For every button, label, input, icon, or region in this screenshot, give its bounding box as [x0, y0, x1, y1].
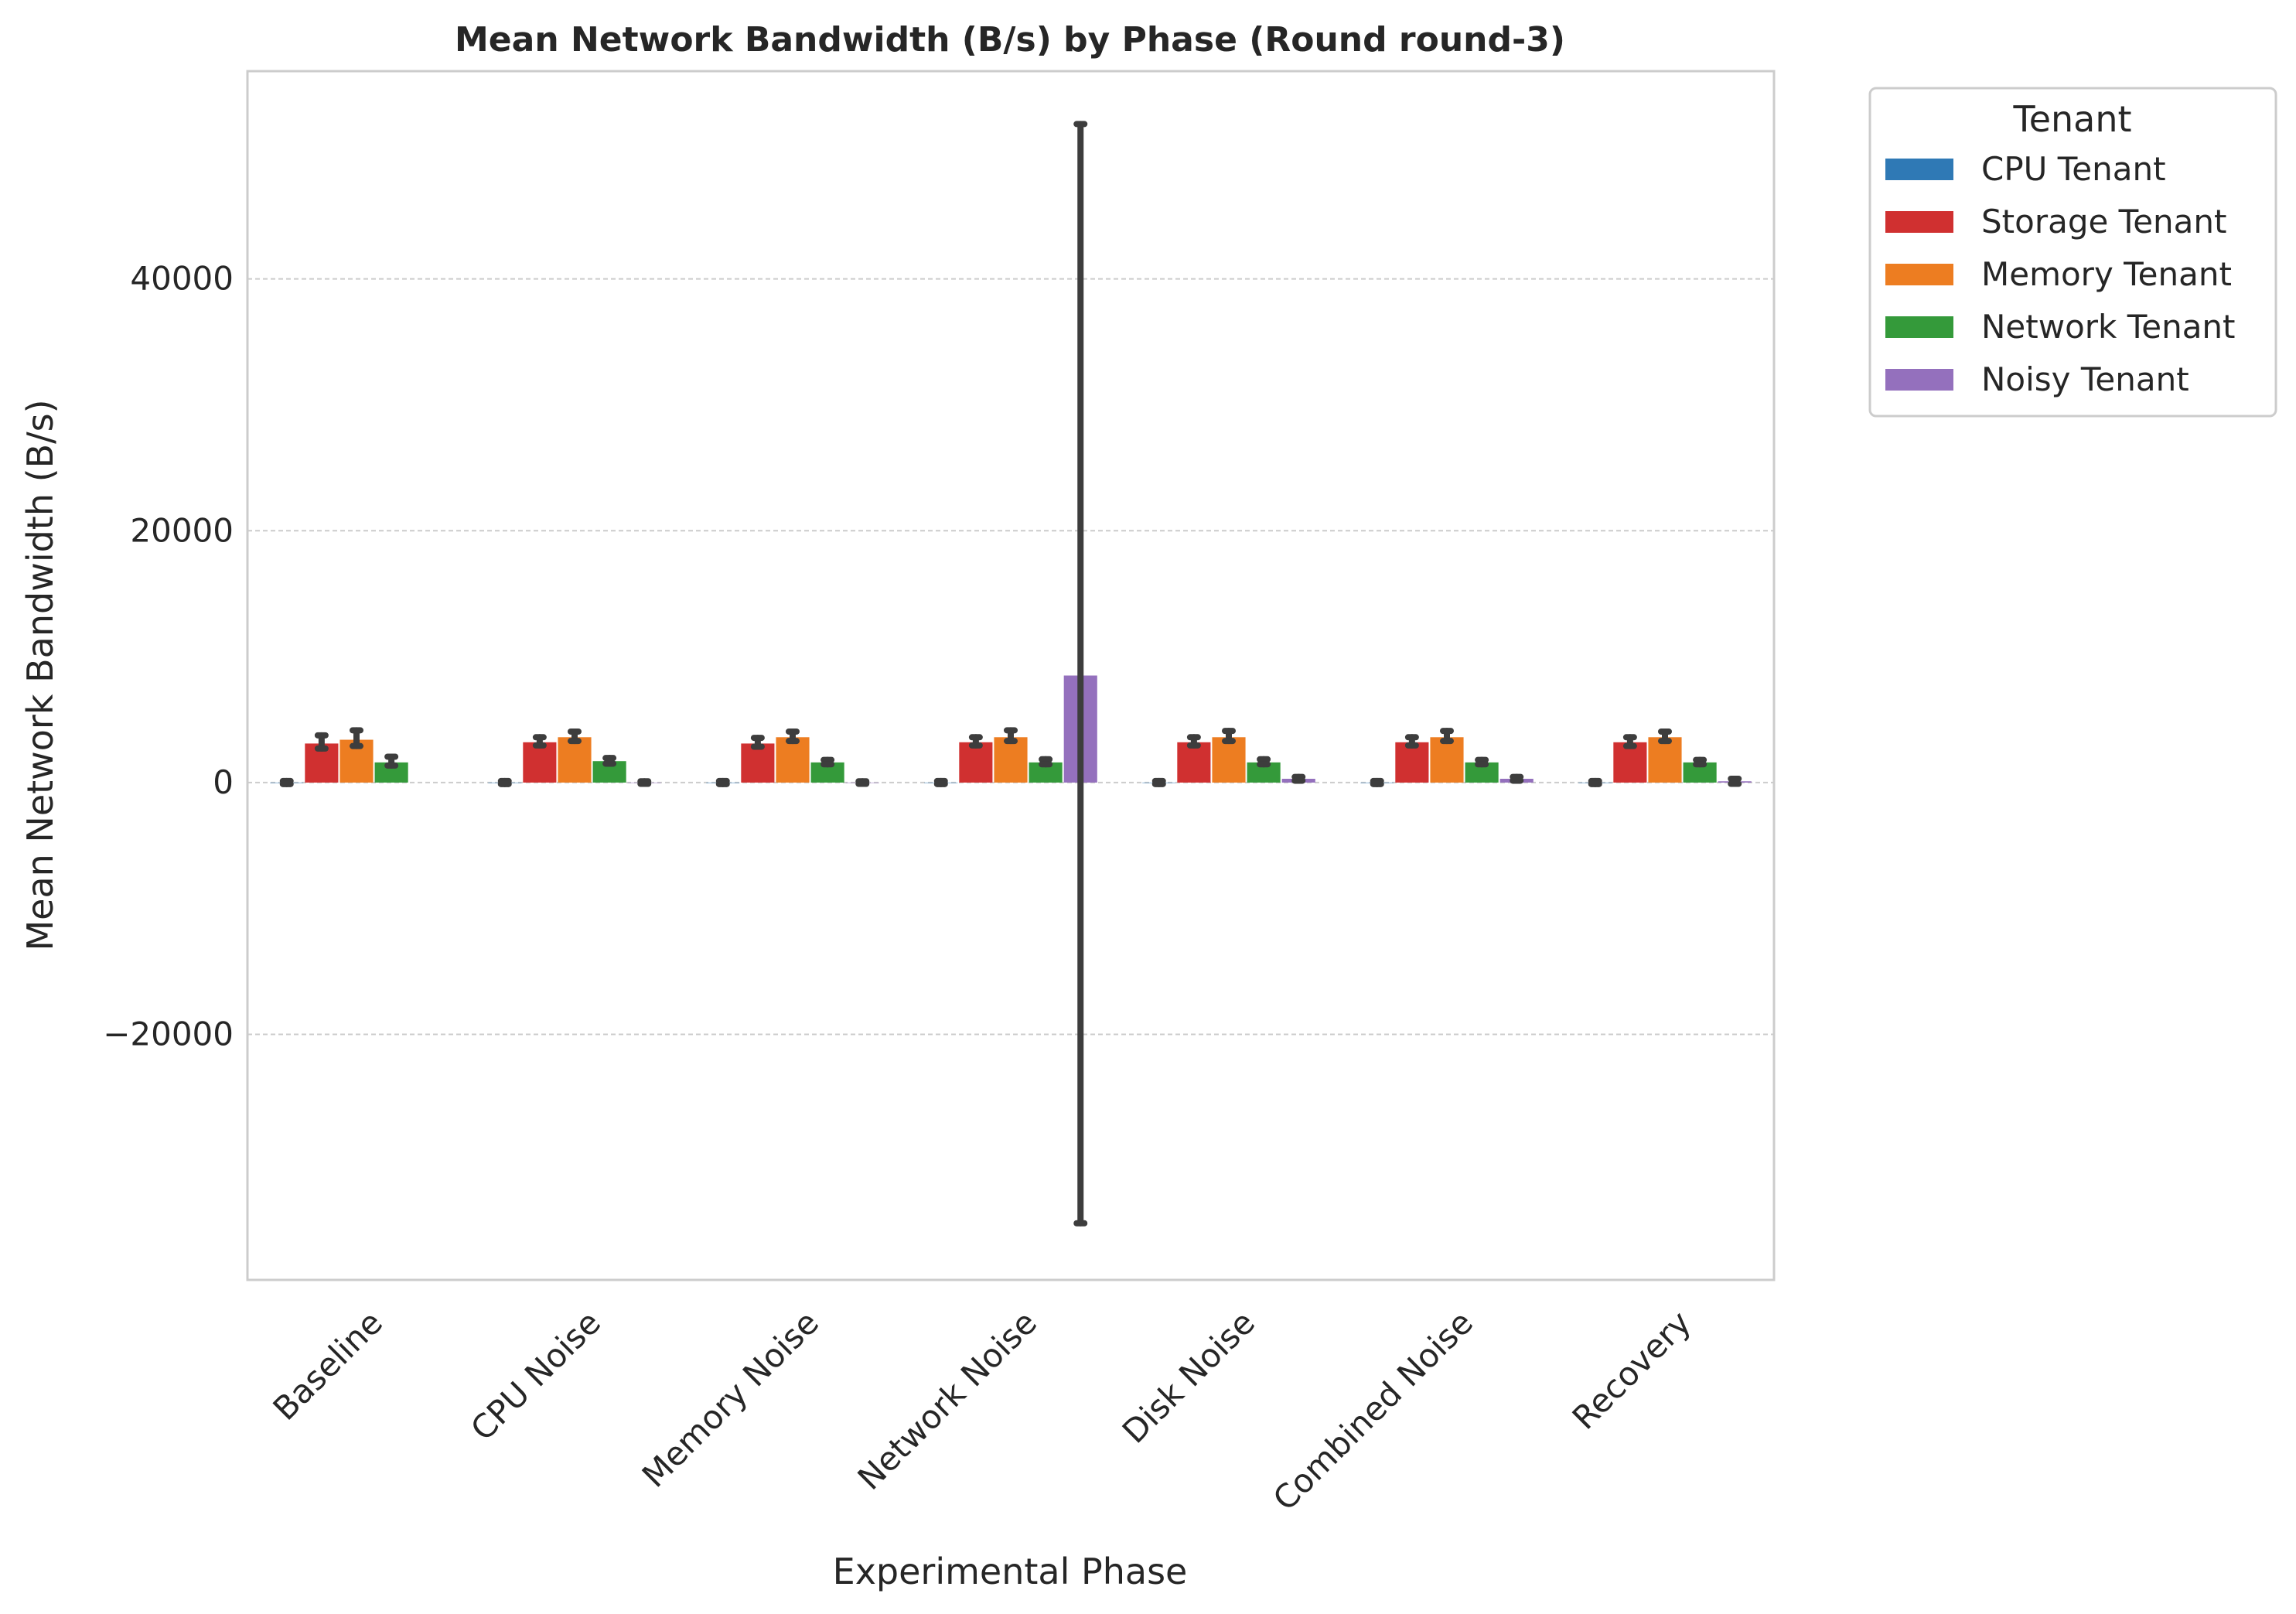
x-tick-label: CPU Noise	[463, 1303, 608, 1448]
bar-1-1	[523, 742, 557, 783]
bar-1-4	[1177, 742, 1211, 783]
bar-1-2	[741, 743, 775, 783]
chart-title: Mean Network Bandwidth (B/s) by Phase (R…	[455, 20, 1565, 60]
legend-items: CPU Tenant Storage Tenant Memory Tenant Net…	[1885, 150, 2236, 398]
x-tick-labels: Baseline CPU Noise Memory Noise Network Noi…	[266, 1303, 1699, 1517]
x-tick-label: Network Noise	[851, 1303, 1044, 1496]
legend-swatch	[1885, 369, 1953, 391]
bar-2-3	[994, 737, 1028, 783]
x-tick-label: Recovery	[1565, 1303, 1698, 1436]
y-tick-label: 20000	[130, 511, 234, 549]
legend-label: Noisy Tenant	[1981, 360, 2189, 398]
legend-swatch	[1885, 211, 1953, 233]
legend-swatch	[1885, 159, 1953, 180]
y-tick-label: 40000	[130, 260, 234, 298]
legend-label: Network Tenant	[1981, 308, 2236, 346]
bar-1-3	[959, 742, 993, 783]
legend-box	[1868, 87, 2277, 418]
x-tick-label: Baseline	[266, 1303, 391, 1428]
legend: Tenant CPU Tenant Storage Tenant Memory Te…	[1868, 87, 2277, 418]
x-tick-label: Memory Noise	[635, 1303, 826, 1494]
bar-2-5	[1430, 737, 1464, 783]
y-tick-label: 0	[213, 763, 234, 801]
bar-2-6	[1648, 737, 1682, 783]
bar-1-5	[1395, 742, 1429, 783]
legend-label: Memory Tenant	[1981, 255, 2232, 293]
legend-title: Tenant	[2012, 98, 2131, 140]
x-tick-label: Disk Noise	[1115, 1303, 1262, 1450]
gridlines	[247, 278, 1774, 1036]
bar-2-2	[776, 737, 810, 783]
x-axis-label: Experimental Phase	[833, 1551, 1188, 1592]
legend-label: Storage Tenant	[1981, 203, 2226, 241]
legend-swatch	[1885, 316, 1953, 338]
y-axis-label: Mean Network Bandwidth (B/s)	[19, 399, 61, 950]
y-tick-label: −20000	[103, 1015, 234, 1053]
legend-label: CPU Tenant	[1981, 150, 2166, 188]
plot-frame	[246, 70, 1776, 1281]
x-tick-label: Combined Noise	[1266, 1303, 1480, 1517]
y-tick-labels: 40000 20000 0 −20000	[103, 260, 234, 1053]
bar-2-4	[1212, 737, 1246, 783]
error-bars	[279, 121, 1742, 1227]
bar-2-1	[558, 737, 592, 783]
legend-swatch	[1885, 264, 1953, 285]
